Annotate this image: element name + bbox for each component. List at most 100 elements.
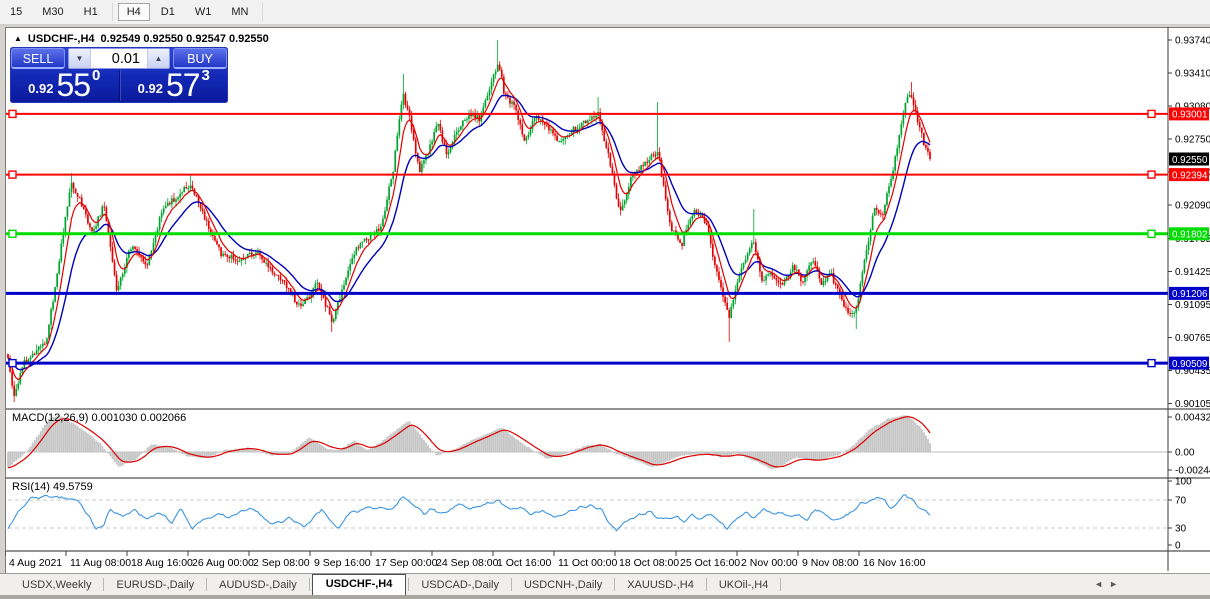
chart-ohlc-values: 0.92549 0.92550 0.92547 0.92550 bbox=[100, 33, 269, 45]
chart-tab-usdx-weekly[interactable]: USDX,Weekly bbox=[22, 579, 92, 591]
chart-tab-xauusd-h4[interactable]: XAUUSD-,H4 bbox=[627, 579, 694, 591]
toolbar-separator bbox=[111, 3, 113, 21]
svg-text:0.93001: 0.93001 bbox=[1172, 110, 1207, 121]
hline-handle[interactable] bbox=[1147, 170, 1156, 179]
hline-handle[interactable] bbox=[1147, 229, 1156, 239]
svg-text:0.90509: 0.90509 bbox=[1172, 359, 1207, 370]
date-label: 16 Nov 16:00 bbox=[863, 557, 926, 569]
tab-separator bbox=[206, 578, 208, 591]
chart-tab-audusd-daily[interactable]: AUDUSD-,Daily bbox=[219, 579, 297, 591]
timeframe-15[interactable]: 15 bbox=[10, 6, 23, 18]
date-label: 9 Nov 08:00 bbox=[802, 557, 859, 569]
tab-separator bbox=[308, 578, 310, 591]
svg-text:0.92394: 0.92394 bbox=[1172, 170, 1208, 181]
date-label: 11 Aug 08:00 bbox=[70, 557, 131, 569]
window-bottom-edge bbox=[0, 595, 1210, 599]
price-tick-label: 0.92750 bbox=[1175, 135, 1210, 146]
macd-tick-label: 0.00 bbox=[1175, 448, 1195, 459]
timeframe-h1[interactable]: H1 bbox=[83, 6, 98, 18]
timeframe-toolbar: 15 M30 H1 H4 D1 W1 MN bbox=[0, 0, 1210, 25]
chart-tab-usdcad-daily[interactable]: USDCAD-,Daily bbox=[421, 579, 499, 591]
axis-price-chip: 0.90509 bbox=[1169, 356, 1209, 370]
tab-separator bbox=[614, 578, 616, 591]
timeframe-h4[interactable]: H4 bbox=[117, 3, 150, 21]
date-label: 4 Aug 2021 bbox=[9, 557, 62, 569]
chart-tab-usdcnh-daily[interactable]: USDCNH-,Daily bbox=[523, 579, 603, 591]
chart-tab-ukoil-h4[interactable]: UKOil-,H4 bbox=[718, 579, 769, 591]
date-label: 2 Nov 00:00 bbox=[741, 557, 798, 569]
buy-price-big: 57 bbox=[165, 66, 201, 103]
price-tick-label: 0.90435 bbox=[1175, 366, 1210, 377]
timeframe-w1[interactable]: W1 bbox=[194, 6, 212, 18]
tab-separator bbox=[780, 578, 782, 591]
timeframe-mn[interactable]: MN bbox=[231, 6, 249, 18]
price-tick-label: 0.90105 bbox=[1175, 399, 1210, 410]
date-label: 11 Oct 00:00 bbox=[558, 557, 618, 569]
axis-price-chip: 0.93001 bbox=[1169, 107, 1209, 121]
macd-tick-label: -0.002445 bbox=[1175, 466, 1210, 477]
svg-text:0.91206: 0.91206 bbox=[1172, 289, 1208, 300]
hline-handle[interactable] bbox=[1147, 109, 1156, 119]
date-label: 1 Oct 16:00 bbox=[497, 557, 551, 569]
hline-handle[interactable] bbox=[8, 358, 17, 368]
hline-handle[interactable] bbox=[1147, 358, 1156, 368]
chart-symbol-label: USDCHF-,H4 bbox=[27, 33, 95, 45]
volume-decrease-icon[interactable]: ▼ bbox=[69, 49, 91, 68]
date-label: 24 Sep 08:00 bbox=[436, 557, 499, 569]
chart-tab-bar: USDX,Weekly EURUSD-,Daily AUDUSD-,Daily USD… bbox=[0, 573, 1210, 595]
chart-tab-eurusd-daily[interactable]: EURUSD-,Daily bbox=[116, 579, 195, 591]
timeframe-d1[interactable]: D1 bbox=[160, 6, 175, 18]
rsi-tick-label: 100 bbox=[1175, 477, 1192, 488]
buy-price-display[interactable]: 0.92 57 3 bbox=[118, 66, 229, 103]
tabs-scroll-right-icon[interactable]: ► bbox=[1109, 579, 1124, 589]
timeframe-m30[interactable]: M30 bbox=[42, 6, 64, 18]
tab-separator bbox=[408, 578, 410, 591]
axis-price-chip: 0.92394 bbox=[1169, 168, 1209, 181]
tabs-scroll-left-icon[interactable]: ◄ bbox=[1094, 579, 1110, 589]
price-tick-label: 0.93080 bbox=[1175, 102, 1210, 113]
price-tick-label: 0.91425 bbox=[1175, 267, 1210, 278]
bear-candle-bodies bbox=[7, 64, 931, 396]
sell-price-sup: 0 bbox=[92, 67, 101, 84]
sell-price-display[interactable]: 0.92 55 0 bbox=[10, 66, 119, 103]
sell-price-prefix: 0.92 bbox=[28, 81, 54, 96]
collapse-panel-icon[interactable]: ▲ bbox=[14, 34, 22, 43]
hline-handle[interactable] bbox=[8, 229, 17, 239]
price-tick-label: 0.93740 bbox=[1175, 36, 1210, 47]
fast-ma-line bbox=[7, 77, 931, 381]
slow-ma-line bbox=[7, 94, 931, 371]
date-label: 26 Aug 00:00 bbox=[192, 557, 254, 569]
axis-price-chip: 0.91206 bbox=[1169, 286, 1209, 300]
tab-separator bbox=[103, 578, 105, 591]
rsi-label: RSI(14) 49.5759 bbox=[12, 481, 93, 493]
chart-tab-usdchf-h4[interactable]: USDCHF-,H4 bbox=[311, 574, 407, 595]
hline-handle[interactable] bbox=[8, 109, 17, 119]
macd-signal-line bbox=[7, 416, 931, 469]
buy-button[interactable]: BUY bbox=[173, 48, 227, 69]
tab-separator bbox=[705, 578, 707, 591]
date-label: 17 Sep 00:00 bbox=[375, 557, 438, 569]
volume-input[interactable]: 0.01 bbox=[111, 51, 140, 67]
price-chart[interactable]: 0.937400.934100.930800.927500.924200.920… bbox=[5, 27, 1210, 573]
svg-text:0.92550: 0.92550 bbox=[1172, 155, 1208, 166]
date-label: 18 Aug 16:00 bbox=[131, 557, 193, 569]
rsi-line bbox=[7, 494, 931, 532]
sell-button[interactable]: SELL bbox=[11, 48, 65, 69]
volume-stepper: ▼ 0.01 ▲ bbox=[68, 48, 170, 69]
axis-price-chip: 0.91802 bbox=[1169, 227, 1209, 241]
date-label: 25 Oct 16:00 bbox=[680, 557, 740, 569]
tab-scroll-arrows: ◄► bbox=[1094, 579, 1124, 589]
sell-price-big: 55 bbox=[56, 66, 91, 103]
axis-price-chip: 0.92550 bbox=[1169, 152, 1209, 166]
volume-increase-icon[interactable]: ▲ bbox=[147, 49, 169, 68]
tab-separator bbox=[510, 578, 512, 591]
price-tick-label: 0.92090 bbox=[1175, 201, 1210, 212]
chart-window bbox=[5, 27, 1210, 574]
rsi-tick-label: 70 bbox=[1175, 496, 1187, 507]
date-label: 2 Sep 08:00 bbox=[253, 557, 310, 569]
buy-price-prefix: 0.92 bbox=[137, 81, 163, 96]
hline-handle[interactable] bbox=[8, 170, 17, 179]
price-tick-label: 0.91095 bbox=[1175, 300, 1210, 311]
toolbar-separator bbox=[262, 3, 264, 21]
macd-tick-label: 0.004323 bbox=[1175, 413, 1210, 424]
